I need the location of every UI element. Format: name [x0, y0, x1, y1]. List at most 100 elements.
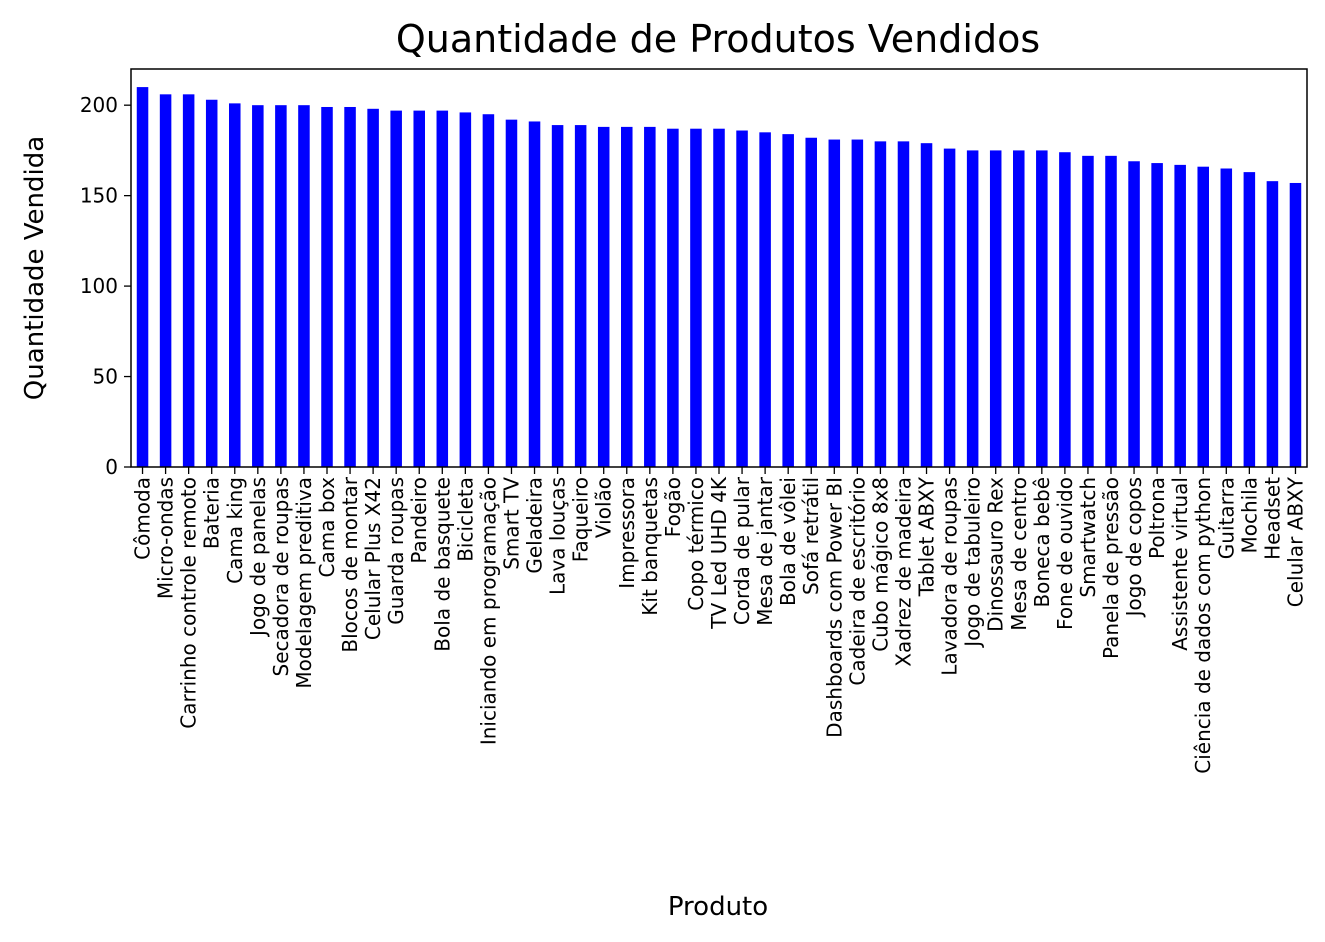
- x-tick-label: Headset: [1260, 477, 1284, 560]
- bar: [182, 94, 195, 467]
- x-tick-label: Bola de basquete: [430, 477, 454, 652]
- x-tick-label: Jogo de tabuleiro: [961, 477, 985, 649]
- bar: [1266, 181, 1279, 467]
- x-tick-label: Micro-ondas: [154, 477, 178, 599]
- bar: [1174, 164, 1186, 467]
- bar: [321, 106, 333, 468]
- x-tick-label: Smartwatch: [1076, 477, 1100, 598]
- x-tick-label: Bateria: [200, 477, 224, 549]
- bar: [482, 114, 495, 467]
- x-tick-label: Boneca bebê: [1030, 477, 1054, 608]
- y-axis: 0 50 100 150 200: [80, 93, 131, 479]
- bar: [205, 99, 218, 467]
- x-tick-label: TV Led UHD 4K: [707, 476, 731, 630]
- bars-group: [136, 87, 1302, 468]
- x-tick-label: Geladeira: [523, 477, 547, 574]
- x-tick-label: Carrinho controle remoto: [177, 477, 201, 729]
- y-tick-label: 0: [105, 455, 118, 479]
- x-tick-label: Secadora de roupas: [269, 477, 293, 676]
- x-tick-label: Cadeira de escritório: [845, 477, 869, 686]
- x-axis-label: Produto: [668, 892, 768, 922]
- x-tick-label: Bicicleta: [453, 477, 477, 562]
- bar: [275, 105, 287, 468]
- bar: [690, 128, 702, 467]
- bar: [1013, 150, 1025, 467]
- x-tick-label: Modelagem preditiva: [292, 477, 316, 689]
- bar: [897, 141, 910, 468]
- bar: [1036, 150, 1048, 467]
- x-tick-label: Guarda roupas: [384, 477, 408, 625]
- x-tick-label: Impressora: [615, 477, 639, 589]
- bar: [736, 130, 748, 467]
- x-tick-label: Fone de ouvido: [1053, 477, 1077, 630]
- x-tick-label: Mesa de jantar: [753, 476, 777, 626]
- x-tick-label: Pandeiro: [407, 477, 431, 564]
- x-tick-label: Violão: [592, 477, 616, 538]
- x-tick-label: Assistente virtual: [1168, 477, 1192, 651]
- y-axis-label: Quantidade Vendida: [20, 136, 50, 400]
- bar: [528, 121, 541, 468]
- x-tick-label: Mesa de centro: [1007, 477, 1031, 631]
- x-tick-label: Iniciando em programação: [476, 477, 500, 745]
- bar: [1289, 182, 1302, 467]
- x-tick-label: Guitarra: [1214, 477, 1238, 559]
- x-tick-label: Jogo de panelas: [246, 477, 270, 638]
- x-tick-label: Dashboards com Power BI: [822, 477, 846, 738]
- x-tick-label: Mochila: [1237, 477, 1261, 554]
- x-tick-label: Celular ABXY: [1283, 476, 1307, 607]
- bar: [759, 132, 771, 467]
- bar: [551, 125, 564, 467]
- bar: [252, 105, 264, 468]
- x-tick-label: Corda de pular: [730, 476, 754, 625]
- x-tick-label: Smart TV: [499, 477, 523, 570]
- x-tick-label: Lavadora de roupas: [938, 477, 962, 676]
- y-tick-label: 200: [80, 93, 118, 117]
- x-tick-label: Cama king: [223, 477, 247, 584]
- bar: [436, 110, 449, 468]
- bar: [966, 150, 979, 467]
- bar: [597, 126, 610, 467]
- bar: [229, 103, 241, 468]
- x-tick-label: Ciência de dados com python: [1191, 477, 1215, 774]
- bar: [390, 110, 402, 468]
- bar: [574, 125, 587, 467]
- x-tick-label: Sofá retrátil: [799, 477, 823, 595]
- x-tick-label: Tablet ABXY: [915, 476, 939, 597]
- x-tick-label: Lava louças: [546, 477, 570, 595]
- bar: [505, 119, 518, 468]
- bar: [874, 141, 887, 468]
- x-tick-label: Faqueiro: [569, 477, 593, 562]
- bar: [1243, 172, 1256, 467]
- x-tick-label: Cubo mágico 8x8: [868, 477, 892, 652]
- x-tick-label: Fogão: [661, 477, 685, 537]
- bar: [367, 108, 379, 468]
- bar: [1128, 161, 1140, 467]
- bar: [1059, 152, 1071, 467]
- y-tick-label: 100: [80, 274, 118, 298]
- bar: [1105, 155, 1117, 467]
- x-tick-label: Dinossauro Rex: [984, 477, 1008, 632]
- bar: [644, 126, 656, 467]
- x-tick-label: Jogo de copos: [1122, 477, 1146, 618]
- bar: [805, 137, 817, 467]
- x-tick-label: Xadrez de madeira: [891, 477, 915, 667]
- x-axis: Cômoda Micro-ondas Carrinho controle remot…: [131, 467, 1307, 774]
- bar: [713, 128, 725, 467]
- bar: [1082, 155, 1094, 467]
- bar: [667, 128, 679, 467]
- bar: [851, 139, 864, 468]
- x-tick-label: Poltrona: [1145, 477, 1169, 559]
- x-tick-label: Cômoda: [131, 477, 155, 560]
- bar: [621, 126, 633, 467]
- bar: [1151, 163, 1163, 467]
- bar: [298, 105, 310, 468]
- bar: [782, 134, 794, 467]
- bar: [920, 143, 933, 468]
- bar: [989, 150, 1002, 467]
- bar: [459, 112, 472, 468]
- bar: [1197, 166, 1209, 467]
- y-tick-label: 50: [93, 365, 118, 389]
- bar: [413, 110, 425, 468]
- bar: [344, 106, 356, 468]
